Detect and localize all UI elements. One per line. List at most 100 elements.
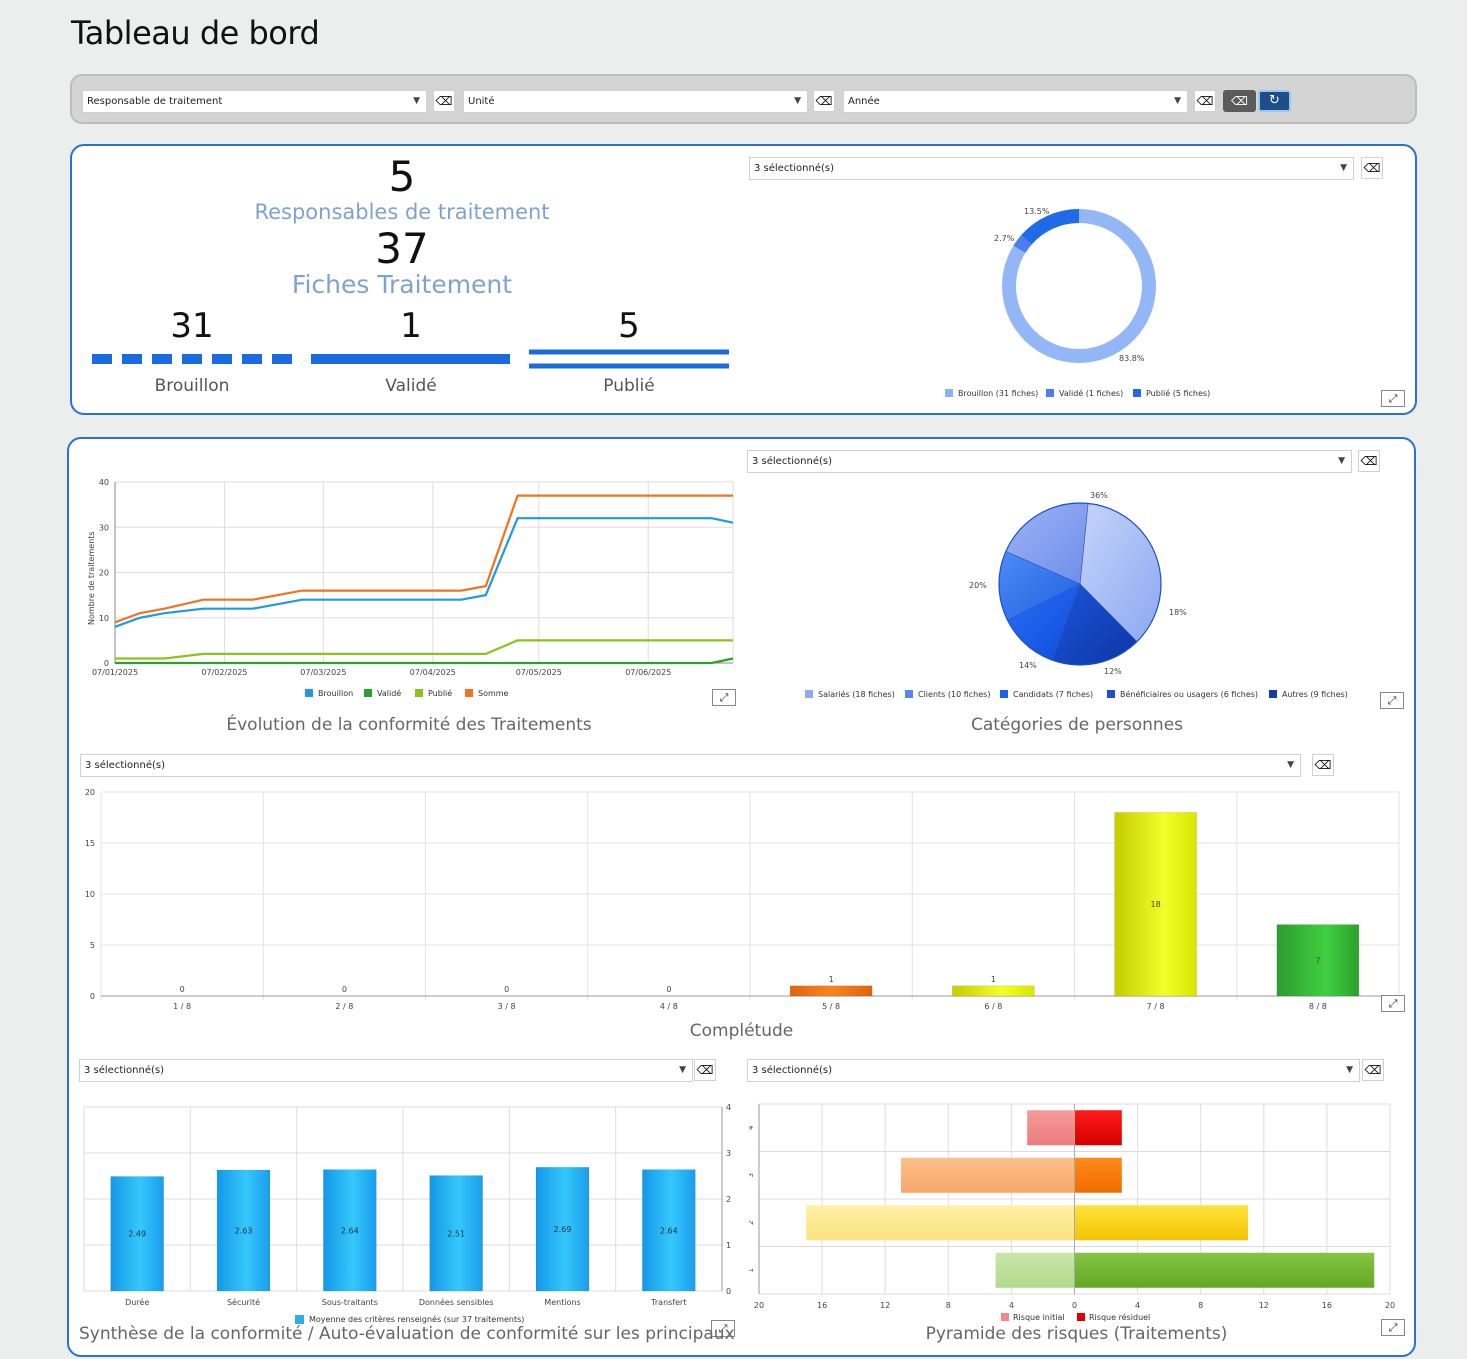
synthese-bar (110, 1176, 164, 1292)
responsable-eraser-icon[interactable]: ⌫ (433, 90, 455, 112)
fiches-count: 37 (375, 224, 429, 273)
pyramide-filter-value: 3 sélectionné(s) (752, 1065, 832, 1076)
completude-category-label: 8 / 8 (1309, 1002, 1327, 1011)
legend-autres: Autres (9 fiches) (1282, 690, 1348, 699)
completude-value-label: 1 (991, 975, 996, 984)
annee-select[interactable]: Année ▼ (843, 90, 1188, 113)
y-tick-label: 2 (749, 1221, 755, 1225)
x-tick-label: 07/04/2025 (410, 668, 456, 677)
x-tick-label: 4 (1135, 1301, 1140, 1310)
line-chart-legend: Brouillon Validé Publié Somme (305, 688, 509, 698)
x-tick-label: 20 (754, 1301, 764, 1310)
refresh-button[interactable]: ↻ (1258, 90, 1291, 112)
y-tick-label: 1 (749, 1268, 755, 1272)
y-tick-label: 10 (85, 890, 95, 899)
x-tick-label: 4 (1009, 1301, 1014, 1310)
risque-residuel-bar (1074, 1157, 1122, 1193)
y-tick-label: 2 (726, 1195, 731, 1204)
responsables-count: 5 (388, 152, 416, 201)
line-series-somme (114, 494, 733, 624)
x-tick-label: 07/06/2025 (625, 668, 671, 677)
completude-title: Complétude (689, 1021, 794, 1041)
y-tick-label: 5 (90, 941, 95, 950)
x-tick-label: 07/01/2025 (92, 668, 138, 677)
responsable-select[interactable]: Responsable de traitement ▼ (82, 90, 427, 113)
unite-eraser-icon[interactable]: ⌫ (813, 90, 835, 112)
donut-filter-select[interactable]: 3 sélectionné(s) ▼ (749, 157, 1354, 180)
synthese-value-label: 2.63 (235, 1227, 253, 1236)
pie-eraser-icon[interactable]: ⌫ (1358, 450, 1380, 472)
completude-category-label: 5 / 8 (822, 1002, 840, 1011)
x-tick-label: 20 (1385, 1301, 1395, 1310)
y-tick-label: 3 (749, 1173, 755, 1177)
completude-value-label: 0 (504, 985, 509, 994)
line-chart-title: Évolution de la conformité des Traitemen… (226, 715, 592, 735)
completude-eraser-icon[interactable]: ⌫ (1312, 754, 1334, 776)
chevron-down-icon: ▼ (794, 96, 801, 106)
legend-swatch-beneficiaires (1107, 690, 1115, 698)
synthese-filter-select[interactable]: 3 sélectionné(s) ▼ (79, 1059, 693, 1082)
brouillon-count: 31 (170, 306, 214, 346)
x-tick-label: 12 (880, 1301, 890, 1310)
completude-bar (1114, 812, 1197, 997)
publie-count: 5 (618, 306, 640, 346)
synthese-bar (216, 1169, 271, 1292)
synthese-title: Synthèse de la conformité / Auto-évaluat… (79, 1324, 739, 1344)
legend-risque-initial: Risque initial (1013, 1313, 1065, 1322)
expand-icon[interactable]: ⤢ (1381, 995, 1405, 1012)
synthese-filter-value: 3 sélectionné(s) (84, 1065, 164, 1076)
legend-swatch-risque-residuel (1077, 1313, 1085, 1321)
pie-label-beneficiaires: 12% (1104, 667, 1122, 676)
line-series-publi (115, 639, 733, 660)
expand-icon[interactable]: ⤢ (711, 1320, 735, 1337)
legend-risque-residuel: Risque résiduel (1089, 1312, 1150, 1322)
completude-value-label: 0 (180, 985, 185, 994)
expand-icon[interactable]: ⤢ (712, 689, 736, 706)
donut-chart: 83.8% 2.7% 13.5% (994, 207, 1156, 363)
x-tick-label: 07/05/2025 (516, 668, 562, 677)
donut-label-publie: 13.5% (1024, 207, 1050, 216)
risque-residuel-bar (1074, 1110, 1122, 1146)
donut-eraser-icon[interactable]: ⌫ (1361, 157, 1383, 179)
annee-eraser-icon[interactable]: ⌫ (1194, 90, 1216, 112)
y-tick-label: 40 (99, 478, 109, 487)
pie-label-candidats: 14% (1019, 661, 1037, 670)
expand-icon[interactable]: ⤢ (1381, 390, 1405, 407)
legend-swatch-publie (415, 689, 423, 697)
completude-value-label: 7 (1315, 956, 1320, 965)
expand-icon[interactable]: ⤢ (1381, 1319, 1405, 1336)
y-tick-label: 4 (726, 1103, 731, 1112)
pie-outline (998, 502, 1162, 666)
clear-filters-button[interactable]: ⌫ (1223, 90, 1256, 112)
charts-panel: Nombre de traitements 0 10 20 30 40 07/01/20… (67, 437, 1416, 1357)
synthese-value-label: 2.69 (554, 1225, 572, 1234)
legend-valide: Validé (377, 688, 401, 698)
pyramide-filter-select[interactable]: 3 sélectionné(s) ▼ (747, 1059, 1360, 1082)
legend-publie: Publié (5 fiches) (1146, 388, 1210, 398)
completude-filter-select[interactable]: 3 sélectionné(s) ▼ (80, 754, 1301, 777)
risque-initial-bar (806, 1205, 1075, 1241)
pie-chart-title: Catégories de personnes (970, 715, 1184, 735)
pie-filter-select[interactable]: 3 sélectionné(s) ▼ (747, 450, 1352, 473)
pie-legend: Salariés (18 fiches) Clients (10 fiches)… (805, 689, 1348, 699)
annee-select-value: Année (848, 96, 880, 107)
legend-swatch-publie (1133, 389, 1141, 397)
pyramide-eraser-icon[interactable]: ⌫ (1362, 1059, 1384, 1081)
completude-filter-value: 3 sélectionné(s) (85, 760, 165, 771)
status-line-styles (92, 349, 729, 369)
line-chart-grid (114, 481, 734, 664)
chevron-down-icon: ▼ (1346, 1065, 1353, 1075)
x-tick-label: 0 (1072, 1301, 1077, 1310)
y-tick-label: 0 (726, 1287, 731, 1296)
donut-label-brouillon: 83.8% (1119, 354, 1145, 363)
donut-slice-valide (1013, 235, 1032, 254)
legend-swatch-clients (905, 690, 913, 698)
expand-icon[interactable]: ⤢ (1380, 692, 1404, 709)
synthese-bar (323, 1169, 377, 1292)
unite-select[interactable]: Unité ▼ (463, 90, 808, 113)
synthese-value-label: 2.51 (447, 1229, 465, 1238)
y-tick-label: 10 (99, 614, 109, 623)
chevron-down-icon: ▼ (413, 96, 420, 106)
synthese-bar (642, 1169, 696, 1292)
synthese-eraser-icon[interactable]: ⌫ (694, 1059, 716, 1081)
